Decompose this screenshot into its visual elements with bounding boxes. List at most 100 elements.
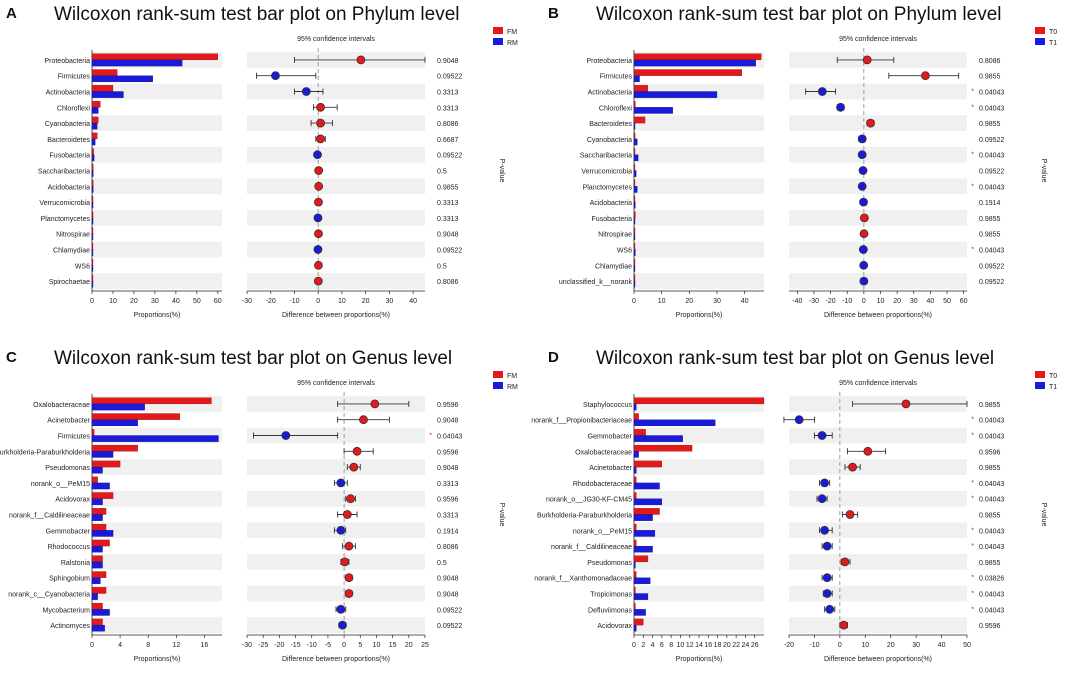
row-bg — [789, 83, 967, 100]
bar-fm — [91, 413, 180, 420]
category-label: Verrucomicrobia — [39, 200, 90, 207]
diff-point-t0 — [921, 71, 930, 81]
bar-fm — [91, 587, 107, 594]
p-value: 0.04043 — [979, 497, 1004, 504]
diff-tick-label: 10 — [373, 642, 381, 649]
row-bg — [789, 115, 967, 131]
p-value: 0.04043 — [979, 544, 1004, 551]
row-bg — [789, 490, 967, 507]
diff-tick-label: -20 — [266, 298, 276, 305]
p-value-axis-label: P-value — [1040, 159, 1047, 183]
bar-x-label: Proportions(%) — [676, 312, 723, 319]
row-bg — [92, 617, 222, 633]
panel-title: Wilcoxon rank-sum test bar plot on Genus… — [596, 348, 994, 369]
p-value: 0.04043 — [979, 418, 1004, 425]
p-value: 0.09522 — [979, 169, 1004, 176]
bar-fm — [91, 148, 94, 155]
diff-tick-label: -10 — [842, 298, 852, 305]
category-label: Chlamydiae — [53, 248, 90, 255]
diff-tick-label: 10 — [338, 298, 346, 305]
bar-fm — [91, 274, 94, 282]
diff-tick-label: -15 — [290, 642, 300, 649]
p-value: 0.04043 — [979, 105, 1004, 112]
panel-title: Wilcoxon rank-sum test bar plot on Genus… — [54, 348, 452, 369]
row-bg — [247, 490, 425, 507]
diff-tick-label: 40 — [938, 642, 946, 649]
bar-t1 — [633, 514, 653, 521]
p-value: 0.3313 — [437, 216, 459, 223]
ci-header: 95% confidence intervals — [297, 380, 375, 387]
row-bg — [92, 146, 222, 163]
bar-t0 — [633, 100, 636, 108]
diff-point-t0 — [848, 462, 857, 472]
row-bg — [634, 146, 764, 163]
bar-t0 — [633, 492, 637, 499]
bar-fm — [91, 523, 107, 531]
row-bg — [789, 522, 967, 539]
bar-t0 — [633, 618, 644, 626]
category-label: Staphylococcus — [583, 402, 633, 409]
p-value: 0.9596 — [437, 497, 459, 504]
significance-star: * — [971, 496, 974, 503]
p-value: 0.04043 — [979, 592, 1004, 599]
category-label: Acinetobacter — [589, 465, 632, 472]
diff-point-fm — [314, 229, 323, 239]
diff-point-rm — [313, 245, 323, 254]
diff-point-rm — [336, 604, 346, 614]
diff-point-t0 — [859, 213, 869, 223]
bar-tick-label: 0 — [632, 298, 636, 305]
diff-point-fm — [352, 446, 362, 456]
bar-fm — [91, 100, 101, 108]
bar-tick-label: 4 — [118, 642, 122, 649]
category-label: Saccharibacteria — [38, 169, 90, 176]
bar-t1 — [633, 233, 636, 241]
diff-tick-label: -5 — [325, 642, 331, 649]
diff-point-fm — [349, 462, 359, 472]
row-bg — [634, 490, 764, 507]
diff-tick-label: 10 — [877, 298, 885, 305]
diff-point-t1 — [817, 494, 827, 504]
diff-point-fm — [340, 557, 350, 567]
bar-t1 — [633, 280, 636, 288]
category-label: Mycobacterium — [43, 607, 91, 614]
bar-t0 — [633, 587, 636, 594]
bar-fm — [91, 69, 118, 76]
p-value: 0.9855 — [979, 232, 1001, 239]
panel-title: Wilcoxon rank-sum test bar plot on Phylu… — [54, 4, 460, 25]
bar-fm — [91, 53, 218, 61]
bar-tick-label: 18 — [714, 642, 722, 649]
significance-star: * — [429, 433, 432, 440]
diff-point-t1 — [822, 589, 832, 598]
category-label: Bacteroidetes — [47, 137, 90, 144]
category-label: Planctomycetes — [583, 184, 633, 191]
diff-tick-label: 20 — [362, 298, 370, 305]
bar-tick-label: 26 — [751, 642, 759, 649]
diff-tick-label: -20 — [274, 642, 284, 649]
bar-fm — [91, 555, 103, 563]
bar-tick-label: 22 — [732, 642, 740, 649]
bar-t0 — [633, 602, 636, 610]
bar-rm — [91, 186, 94, 193]
bar-t0 — [633, 195, 636, 203]
category-label: Cyanobacteria — [45, 121, 90, 128]
p-value: 0.09522 — [437, 74, 462, 81]
diff-point-t1 — [859, 260, 869, 270]
p-value: 0.09522 — [437, 153, 462, 160]
p-value: 0.8086 — [437, 121, 459, 128]
diff-point-t0 — [862, 55, 872, 65]
diff-tick-label: -10 — [289, 298, 299, 305]
bar-t1 — [633, 482, 660, 490]
diff-tick-label: -30 — [242, 642, 252, 649]
category-label: Pseudomonas — [45, 465, 90, 472]
row-bg — [634, 617, 764, 633]
bar-t0 — [633, 53, 762, 61]
bar-rm — [91, 233, 94, 241]
category-label: Acidobacteria — [48, 184, 91, 191]
bar-t1 — [633, 593, 649, 600]
diff-point-fm — [344, 573, 354, 583]
row-bg — [92, 241, 222, 258]
significance-star: * — [971, 527, 974, 534]
row-bg — [92, 83, 222, 100]
p-value: 0.3313 — [437, 90, 459, 97]
bar-t0 — [633, 258, 636, 266]
